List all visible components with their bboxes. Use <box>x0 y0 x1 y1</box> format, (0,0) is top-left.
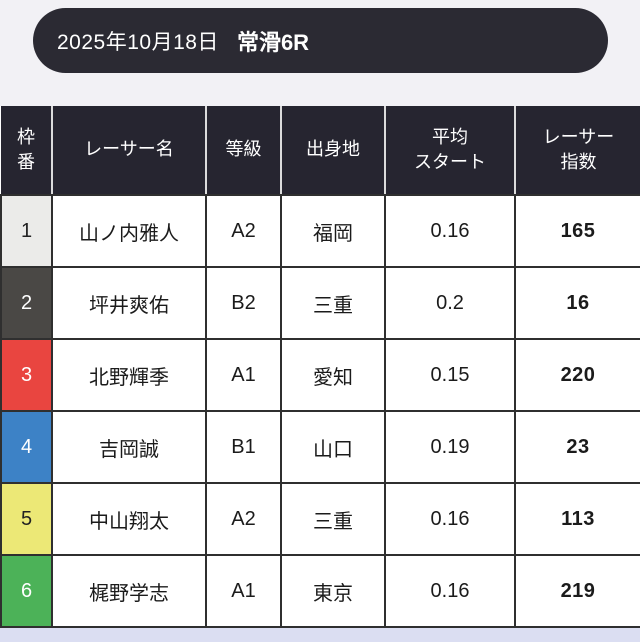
lane-number-cell: 5 <box>0 482 53 556</box>
grade-cell: B2 <box>205 266 282 340</box>
table-row: 2 坪井爽佑 B2 三重 0.2 16 <box>0 266 640 340</box>
origin-cell: 福岡 <box>280 194 386 268</box>
column-header-racer-index: レーサー 指数 <box>514 106 640 196</box>
page: 2025年10月18日 常滑6R 枠 番 レーサー名 等級 出身地 平均 スター… <box>0 0 640 628</box>
racer-index-cell: 220 <box>514 338 640 412</box>
origin-cell: 三重 <box>280 482 386 556</box>
table-row: 6 梶野学志 A1 東京 0.16 219 <box>0 554 640 628</box>
lane-number-cell: 2 <box>0 266 53 340</box>
origin-cell: 山口 <box>280 410 386 484</box>
racer-name-cell: 吉岡誠 <box>51 410 207 484</box>
racer-name-cell: 坪井爽佑 <box>51 266 207 340</box>
origin-cell: 愛知 <box>280 338 386 412</box>
origin-cell: 三重 <box>280 266 386 340</box>
race-name: 常滑6R <box>236 29 310 55</box>
avg-start-cell: 0.19 <box>384 410 516 484</box>
grade-cell: A2 <box>205 482 282 556</box>
avg-start-cell: 0.2 <box>384 266 516 340</box>
racer-index-cell: 23 <box>514 410 640 484</box>
racer-index-cell: 16 <box>514 266 640 340</box>
grade-cell: A1 <box>205 554 282 628</box>
avg-start-cell: 0.16 <box>384 554 516 628</box>
table-row: 5 中山翔太 A2 三重 0.16 113 <box>0 482 640 556</box>
racer-name-cell: 北野輝季 <box>51 338 207 412</box>
lane-number-cell: 1 <box>0 194 53 268</box>
table-row: 4 吉岡誠 B1 山口 0.19 23 <box>0 410 640 484</box>
grade-cell: B1 <box>205 410 282 484</box>
racer-name-cell: 梶野学志 <box>51 554 207 628</box>
lane-number-cell: 3 <box>0 338 53 412</box>
avg-start-cell: 0.16 <box>384 194 516 268</box>
column-header-lane: 枠 番 <box>1 106 52 196</box>
racer-index-cell: 219 <box>514 554 640 628</box>
grade-cell: A1 <box>205 338 282 412</box>
lane-number-cell: 4 <box>0 410 53 484</box>
table-header: 枠 番 レーサー名 等級 出身地 平均 スタート レーサー 指数 <box>1 106 640 196</box>
avg-start-cell: 0.16 <box>384 482 516 556</box>
race-header-banner: 2025年10月18日 常滑6R <box>33 8 608 73</box>
racer-name-cell: 中山翔太 <box>51 482 207 556</box>
avg-start-cell: 0.15 <box>384 338 516 412</box>
column-header-racer-name: レーサー名 <box>51 106 206 196</box>
race-date: 2025年10月18日 <box>57 30 219 54</box>
table-row: 3 北野輝季 A1 愛知 0.15 220 <box>0 338 640 412</box>
origin-cell: 東京 <box>280 554 386 628</box>
lane-number-cell: 6 <box>0 554 53 628</box>
racer-index-cell: 165 <box>514 194 640 268</box>
column-header-avg-start: 平均 スタート <box>384 106 515 196</box>
column-header-grade: 等級 <box>205 106 281 196</box>
table-row: 1 山ノ内雅人 A2 福岡 0.16 165 <box>0 194 640 268</box>
column-header-origin: 出身地 <box>280 106 385 196</box>
racer-name-cell: 山ノ内雅人 <box>51 194 207 268</box>
grade-cell: A2 <box>205 194 282 268</box>
racer-table: 枠 番 レーサー名 等級 出身地 平均 スタート レーサー 指数 1 山ノ内雅人… <box>0 106 640 628</box>
racer-index-cell: 113 <box>514 482 640 556</box>
